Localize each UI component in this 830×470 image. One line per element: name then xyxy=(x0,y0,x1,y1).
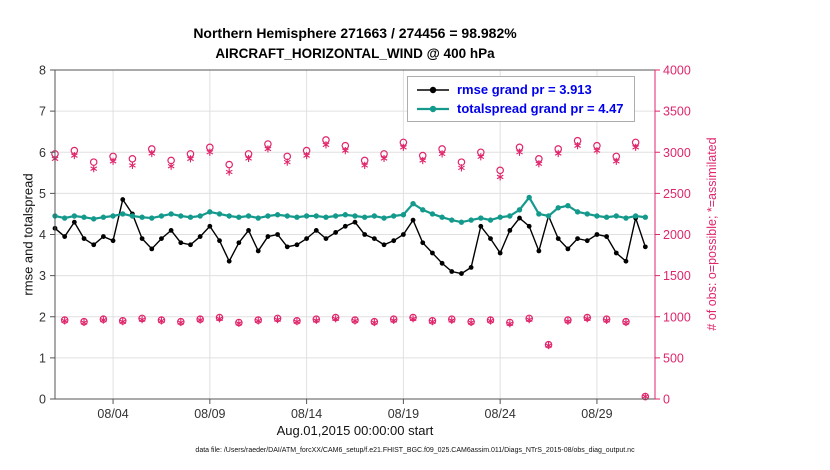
svg-text:3000: 3000 xyxy=(663,146,691,160)
svg-text:0: 0 xyxy=(39,393,46,407)
legend: rmse grand pr = 3.913 totalspread grand … xyxy=(407,76,635,122)
right-axis-label: # of obs: o=possible; *=assimilated xyxy=(705,137,719,331)
svg-text:2: 2 xyxy=(39,310,46,324)
svg-text:6: 6 xyxy=(39,146,46,160)
svg-text:3: 3 xyxy=(39,269,46,283)
legend-label-rmse: rmse grand pr = 3.913 xyxy=(457,82,592,97)
svg-text:08/24: 08/24 xyxy=(485,407,516,421)
legend-item-totalspread: totalspread grand pr = 4.47 xyxy=(416,101,624,116)
svg-text:3500: 3500 xyxy=(663,105,691,119)
x-axis-label: Aug.01,2015 00:00:00 start xyxy=(276,423,434,438)
totalspread-line-sample-icon xyxy=(417,105,449,112)
svg-text:1000: 1000 xyxy=(663,310,691,324)
svg-text:08/09: 08/09 xyxy=(194,407,225,421)
svg-text:8: 8 xyxy=(39,64,46,78)
svg-text:0: 0 xyxy=(663,393,670,407)
legend-label-totalspread: totalspread grand pr = 4.47 xyxy=(457,101,624,116)
svg-text:4: 4 xyxy=(39,228,46,242)
svg-text:08/14: 08/14 xyxy=(291,407,322,421)
legend-item-rmse: rmse grand pr = 3.913 xyxy=(416,82,624,97)
svg-text:08/19: 08/19 xyxy=(388,407,419,421)
svg-text:7: 7 xyxy=(39,105,46,119)
svg-text:08/29: 08/29 xyxy=(581,407,612,421)
svg-text:4000: 4000 xyxy=(663,64,691,78)
svg-text:500: 500 xyxy=(663,351,684,365)
svg-text:2500: 2500 xyxy=(663,187,691,201)
svg-text:2000: 2000 xyxy=(663,228,691,242)
chart-title-line1: Northern Hemisphere 271663 / 274456 = 98… xyxy=(193,25,517,41)
data-file-caption: data file: /Users/raeder/DAI/ATM_forcXX/… xyxy=(195,447,635,454)
svg-text:1500: 1500 xyxy=(663,269,691,283)
svg-text:5: 5 xyxy=(39,187,46,201)
svg-text:1: 1 xyxy=(39,351,46,365)
left-axis-label: rmse and totalspread xyxy=(20,173,36,296)
svg-text:08/04: 08/04 xyxy=(97,407,128,421)
chart-title-line2: AIRCRAFT_HORIZONTAL_WIND @ 400 hPa xyxy=(215,46,495,61)
rmse-line-sample-icon xyxy=(417,86,449,93)
